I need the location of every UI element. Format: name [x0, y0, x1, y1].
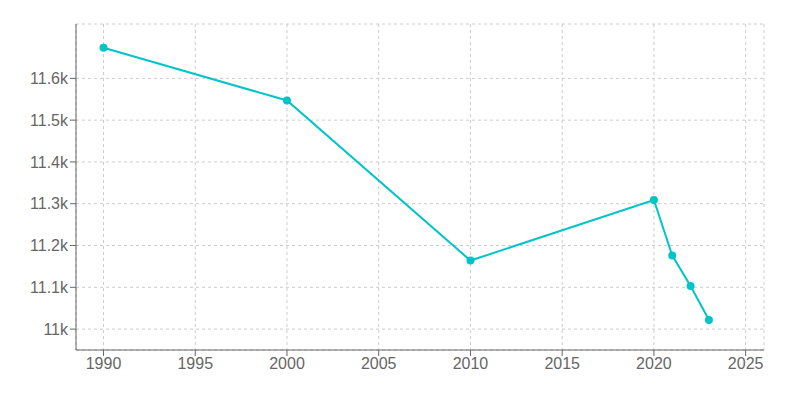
svg-text:11.1k: 11.1k: [30, 279, 69, 296]
svg-text:2015: 2015: [544, 355, 580, 372]
svg-text:11.3k: 11.3k: [30, 195, 69, 212]
svg-text:2000: 2000: [269, 355, 305, 372]
svg-text:1990: 1990: [86, 355, 122, 372]
svg-text:2025: 2025: [728, 355, 764, 372]
svg-text:11.4k: 11.4k: [30, 154, 69, 171]
svg-text:2020: 2020: [636, 355, 672, 372]
svg-text:2010: 2010: [453, 355, 489, 372]
svg-text:11.6k: 11.6k: [30, 70, 69, 87]
svg-text:11k: 11k: [43, 321, 69, 338]
svg-text:11.2k: 11.2k: [30, 237, 69, 254]
svg-text:2005: 2005: [361, 355, 397, 372]
svg-text:11.5k: 11.5k: [30, 112, 69, 129]
svg-text:1995: 1995: [177, 355, 213, 372]
